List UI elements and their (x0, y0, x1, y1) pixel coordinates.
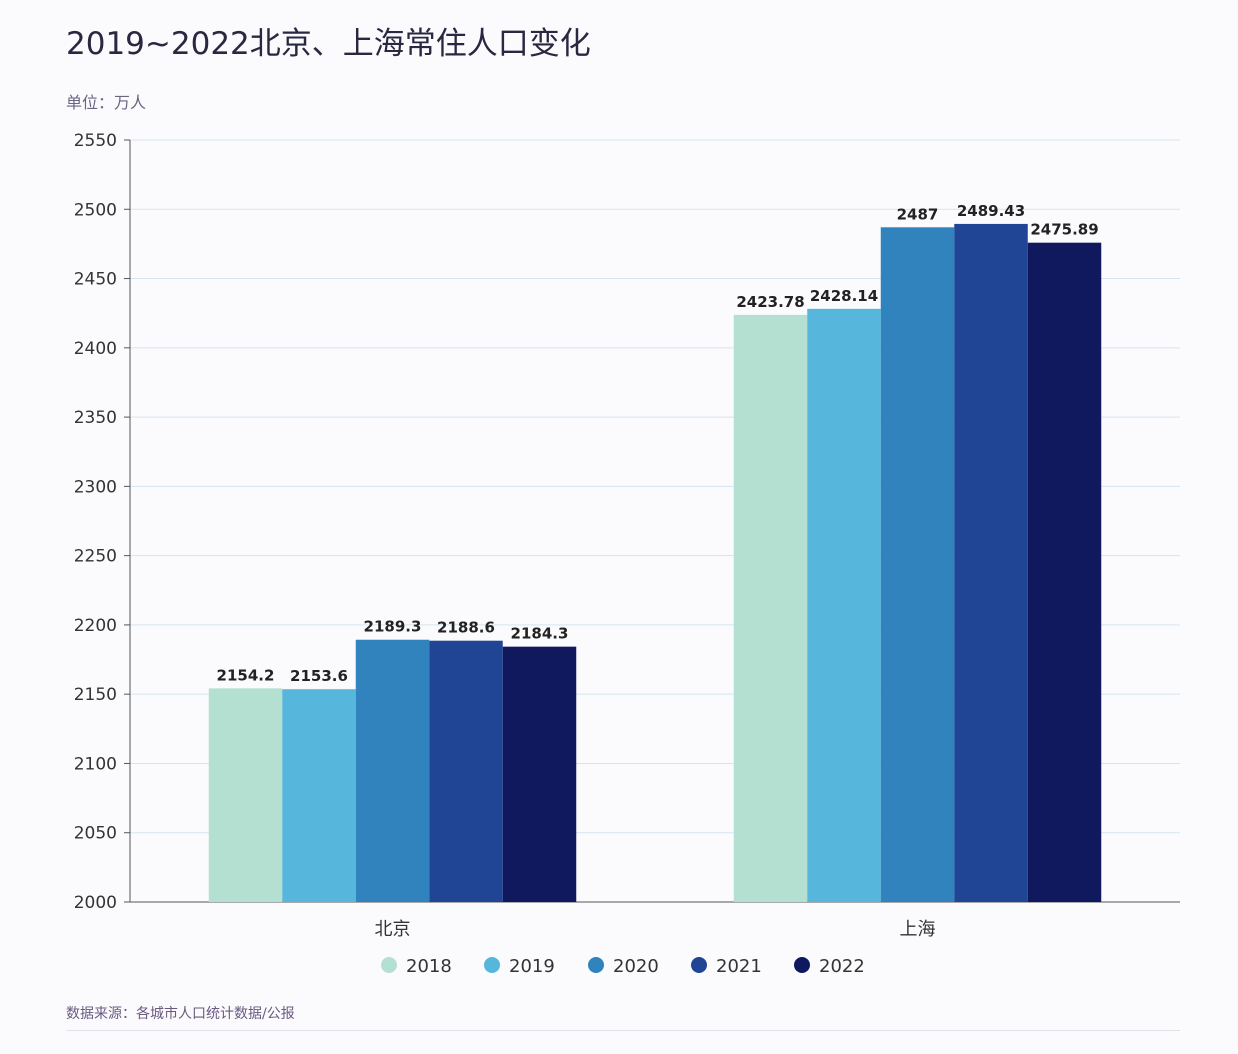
y-tick-label: 2450 (74, 270, 117, 290)
data-label: 2428.14 (810, 287, 878, 305)
y-tick-label: 2100 (74, 754, 117, 774)
y-tick-label: 2550 (74, 131, 117, 151)
data-label: 2475.89 (1030, 221, 1098, 239)
data-label: 2489.43 (957, 202, 1025, 220)
bar-2022 (502, 646, 577, 902)
legend-marker-2019 (484, 957, 500, 973)
divider (66, 1030, 1180, 1031)
y-tick-label: 2000 (74, 893, 117, 913)
y-tick-label: 2350 (74, 408, 117, 428)
y-tick-label: 2050 (74, 824, 117, 844)
bar-2019 (807, 308, 881, 902)
data-label: 2423.78 (736, 293, 804, 311)
y-tick-label: 2200 (74, 616, 117, 636)
bar-2021 (954, 223, 1028, 902)
legend-label: 2021 (716, 956, 762, 977)
y-tick-label: 2300 (74, 477, 117, 497)
data-label: 2184.3 (511, 625, 569, 643)
bar-2021 (429, 640, 503, 902)
y-tick-label: 2250 (74, 547, 117, 567)
bar-2018 (208, 688, 283, 902)
data-label: 2189.3 (364, 618, 422, 636)
data-label: 2153.6 (290, 667, 348, 685)
data-label: 2188.6 (437, 619, 495, 637)
legend-label: 2018 (406, 956, 452, 977)
legend-marker-2018 (381, 957, 397, 973)
legend-label: 2020 (613, 956, 659, 977)
x-tick-label: 北京 (375, 919, 411, 940)
unit-label: 单位：万人 (66, 93, 147, 112)
y-tick-label: 2400 (74, 339, 117, 359)
bar-2022 (1027, 242, 1102, 903)
legend-marker-2021 (691, 957, 707, 973)
source-note: 数据来源：各城市人口统计数据/公报 (66, 1006, 295, 1022)
bar-2018 (733, 314, 808, 902)
y-tick-label: 2500 (74, 200, 117, 220)
legend-label: 2022 (819, 956, 865, 977)
legend-marker-2020 (588, 957, 604, 973)
chart-title: 2019~2022北京、上海常住人口变化 (66, 26, 591, 62)
y-tick-label: 2150 (74, 685, 117, 705)
bar-2020 (355, 639, 430, 902)
legend-label: 2019 (509, 956, 555, 977)
bar-2019 (282, 689, 356, 902)
data-label: 2487 (897, 205, 939, 223)
bar-2020 (880, 227, 955, 902)
x-tick-label: 上海 (900, 919, 936, 940)
data-label: 2154.2 (217, 666, 275, 684)
legend-marker-2022 (794, 957, 810, 973)
